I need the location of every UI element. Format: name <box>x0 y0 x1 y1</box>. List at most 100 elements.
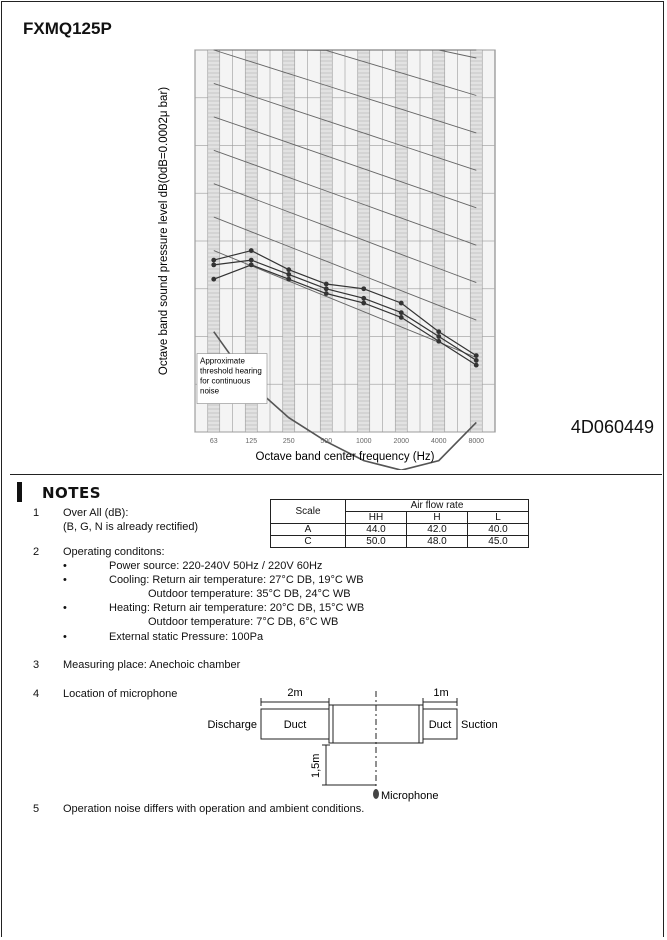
col-hh: HH <box>345 511 407 524</box>
data-point <box>398 300 404 306</box>
height-label: 1,5m <box>310 754 322 778</box>
overall-db-table: Scale Air flow rate HH H L A 44.0 42.0 4… <box>270 499 529 548</box>
row-c-l: 45.0 <box>467 535 529 548</box>
table-row: C 50.0 48.0 45.0 <box>270 535 529 548</box>
note-3-text: Measuring place: Anechoic chamber <box>63 659 241 671</box>
table-row: A 44.0 42.0 40.0 <box>270 523 529 536</box>
document-number: 4D060449 <box>570 417 654 437</box>
note-5-text: Operation noise differs with operation a… <box>63 803 365 815</box>
x-axis-label: Octave band center frequency (Hz) <box>256 451 435 463</box>
note-4-text: Location of microphone <box>63 688 178 700</box>
data-point <box>398 310 404 316</box>
suction-label: Suction <box>461 719 498 731</box>
data-point <box>361 295 367 301</box>
row-a-l: 40.0 <box>467 523 529 536</box>
nc-reference-curve <box>213 116 477 209</box>
data-point <box>286 272 292 277</box>
airflow-header: Air flow rate <box>345 499 529 512</box>
nc-reference-curve <box>213 149 477 246</box>
data-point <box>436 329 442 335</box>
bullet: • <box>63 560 67 572</box>
data-point <box>211 276 217 282</box>
data-point <box>398 315 404 320</box>
bullet: • <box>63 602 67 614</box>
note-1-line1: Over All (dB): <box>63 507 129 519</box>
row-c-scale: C <box>270 535 346 548</box>
section-divider <box>10 474 662 475</box>
cooling-outdoor: Outdoor temperature: 35°C DB, 24°C WB <box>148 588 351 600</box>
microphone-location-diagram: 2m 1m Duct Discharge Duct Suction 1,5m M… <box>207 687 498 802</box>
data-point <box>248 262 254 268</box>
x-tick-label: 4000 <box>431 438 447 445</box>
note-5-number: 5 <box>33 803 40 815</box>
duct-label-left: Duct <box>284 719 307 731</box>
bullet: • <box>63 631 67 643</box>
data-point <box>323 291 329 296</box>
data-point <box>361 286 367 292</box>
nc-reference-curve <box>213 216 477 321</box>
series-line <box>213 249 477 357</box>
data-point <box>473 353 479 358</box>
static-pressure: External static Pressure: 100Pa <box>109 631 264 643</box>
threshold-annotation-text: Approximate <box>200 357 245 366</box>
threshold-annotation-box <box>196 353 268 404</box>
notes-title: NOTES <box>42 484 102 502</box>
data-point <box>436 338 442 344</box>
cooling-return: Cooling: Return air temperature: 27°C DB… <box>109 574 364 586</box>
scale-header: Scale <box>270 499 346 524</box>
x-tick-label: 125 <box>245 438 257 445</box>
data-point <box>436 334 442 339</box>
power-source: Power source: 220-240V 50Hz / 220V 60Hz <box>109 560 323 572</box>
nc-reference-curve <box>213 49 477 134</box>
row-a-hh: 44.0 <box>345 523 407 536</box>
model-title: FXMQ125P <box>23 19 112 38</box>
x-tick-label: 250 <box>283 438 295 445</box>
heating-return: Heating: Return air temperature: 20°C DB… <box>109 602 365 614</box>
data-point <box>286 276 292 282</box>
threshold-annotation-text: for continuous <box>200 377 250 386</box>
x-tick-label: 8000 <box>468 438 484 445</box>
data-point <box>211 257 217 263</box>
nc-reference-curve <box>213 183 477 284</box>
row-c-h: 48.0 <box>406 535 468 548</box>
note-1-line2: (B, G, N is already rectified) <box>63 521 199 533</box>
dim-1m: 1m <box>433 687 448 699</box>
note-3-number: 3 <box>33 659 40 671</box>
data-point <box>248 257 254 263</box>
dim-2m: 2m <box>287 687 302 699</box>
note-2-title: Operating conditons: <box>63 546 165 558</box>
discharge-duct-box <box>260 708 330 740</box>
data-point <box>286 267 292 273</box>
bullet: • <box>63 574 67 586</box>
series-line <box>213 259 477 361</box>
data-point <box>323 281 329 287</box>
microphone-icon <box>373 789 379 799</box>
row-a-h: 42.0 <box>406 523 468 536</box>
threshold-annotation-text: noise <box>200 387 220 396</box>
col-l: L <box>467 511 529 524</box>
threshold-annotation-text: threshold hearing <box>200 367 262 376</box>
y-axis-label: Octave band sound pressure level dB(0dB=… <box>158 87 170 375</box>
nc-reference-curve <box>213 82 477 171</box>
row-a-scale: A <box>270 523 346 536</box>
data-point <box>473 357 479 363</box>
x-tick-label: 1000 <box>356 438 372 445</box>
discharge-label: Discharge <box>207 719 257 731</box>
data-point <box>473 362 479 368</box>
duct-label-right: Duct <box>429 719 452 731</box>
microphone-label: Microphone <box>381 790 438 802</box>
series-line <box>213 264 477 366</box>
note-1-number: 1 <box>33 507 40 519</box>
x-tick-label: 2000 <box>393 438 409 445</box>
note-2-number: 2 <box>33 546 40 558</box>
data-point <box>361 300 367 306</box>
notes-marker-bar <box>17 482 22 502</box>
row-c-hh: 50.0 <box>345 535 407 548</box>
data-point <box>323 286 329 292</box>
data-point <box>248 248 254 253</box>
note-4-number: 4 <box>33 688 40 700</box>
nc-reference-curve <box>213 250 477 358</box>
col-h: H <box>406 511 468 524</box>
